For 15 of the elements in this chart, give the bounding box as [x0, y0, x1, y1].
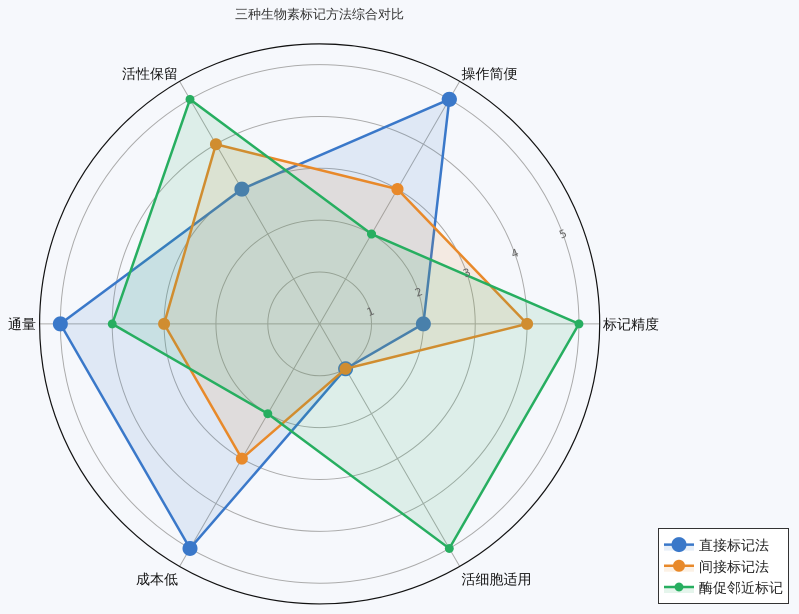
y-tick-label: 1: [365, 304, 376, 320]
spoke-label: 成本低: [136, 572, 178, 588]
y-tick-label: 2: [413, 285, 424, 300]
spoke-label: 通量: [8, 316, 36, 333]
spoke-label: 标记精度: [602, 316, 660, 333]
y-tick-label: 4: [509, 246, 521, 261]
legend-label: 间接标记法: [699, 559, 769, 576]
legend-label: 酶促邻近标记: [699, 580, 783, 596]
y-tick-label: 3: [461, 266, 473, 280]
y-tick-label: 5: [557, 226, 569, 242]
chart-title: 三种生物素标记方法综合对比: [235, 6, 404, 22]
spoke-label: 活细胞适用: [461, 572, 532, 588]
spoke-label: 活性保留: [122, 66, 178, 82]
legend-label: 直接标记法: [699, 538, 769, 554]
spoke-label: 操作简便: [461, 66, 518, 82]
